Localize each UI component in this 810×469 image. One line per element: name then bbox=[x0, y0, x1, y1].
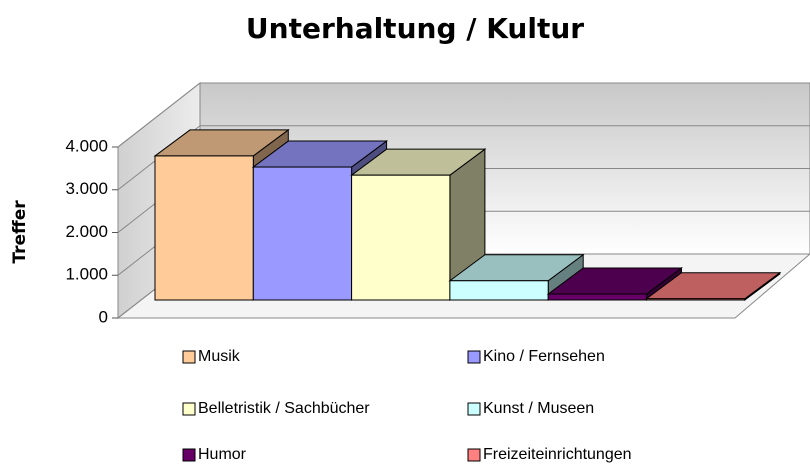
legend-swatch bbox=[182, 350, 196, 364]
y-tick-label: 2.000 bbox=[65, 222, 108, 241]
chart-title: Unterhaltung / Kultur bbox=[246, 12, 584, 45]
legend-swatch bbox=[467, 402, 481, 416]
legend-label: Kino / Fernsehen bbox=[483, 348, 605, 365]
bar bbox=[646, 298, 746, 301]
y-tick-label: 0 bbox=[99, 307, 108, 326]
bar bbox=[252, 166, 353, 301]
legend-label: Musik bbox=[198, 348, 241, 365]
y-axis-label: Treffer bbox=[10, 200, 30, 264]
legend-swatch bbox=[182, 402, 196, 416]
bar bbox=[154, 155, 254, 301]
legend-swatch bbox=[467, 448, 481, 462]
legend-label: Humor bbox=[198, 446, 247, 463]
bar bbox=[449, 280, 549, 301]
y-tick-label: 3.000 bbox=[65, 179, 108, 198]
legend-swatch bbox=[182, 448, 196, 462]
grid-line bbox=[117, 82, 201, 148]
legend-label: Kunst / Museen bbox=[483, 400, 594, 417]
y-tick-label: 1.000 bbox=[65, 265, 108, 284]
bar bbox=[547, 293, 648, 301]
legend-label: Freizeiteinrichtungen bbox=[483, 446, 632, 463]
bar bbox=[351, 174, 451, 301]
legend-label: Belletristik / Sachbücher bbox=[198, 400, 370, 417]
y-tick-label: 4.000 bbox=[65, 136, 108, 155]
legend-swatch bbox=[467, 350, 481, 364]
